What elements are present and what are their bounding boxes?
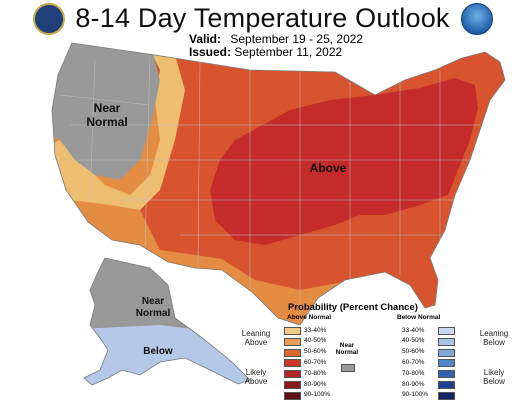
commerce-seal-icon	[33, 3, 65, 35]
label-near-normal-alaska: Near Normal	[128, 296, 178, 320]
valid-value: September 19 - 25, 2022	[230, 32, 364, 46]
legend-below-range-2: 50-60%	[402, 348, 425, 356]
region-above-60-70	[210, 78, 478, 245]
legend-above-header: Above Normal	[287, 314, 332, 321]
page-title: 8-14 Day Temperature Outlook	[75, 3, 450, 33]
legend-below-range-0: 33-40%	[402, 326, 425, 334]
legend-above-swatch-0	[284, 327, 301, 335]
legend-above-range-1: 40-50%	[304, 337, 327, 345]
region-above-33-40	[52, 50, 185, 210]
legend-above-range-2: 50-60%	[304, 348, 327, 356]
legend-below-swatch-0	[438, 327, 455, 335]
legend-below-swatch-6	[438, 391, 455, 400]
legend-leaning-above: Leaning Above	[236, 329, 276, 347]
legend-title: Probability (Percent Chance)	[288, 302, 418, 313]
valid-label: Valid:	[189, 32, 222, 46]
legend-below-swatch-5	[438, 381, 455, 389]
legend: Probability (Percent Chance) Above Norma…	[232, 302, 524, 404]
issued-label: Issued:	[189, 45, 232, 59]
legend-above-range-0: 33-40%	[304, 326, 327, 334]
label-near-normal-west: Near Normal	[82, 101, 132, 129]
legend-likely-above-text: Likely Above	[244, 368, 268, 386]
legend-leaning-above-text: Leaning Above	[241, 329, 271, 347]
label-near-normal-west-text: Near Normal	[86, 101, 128, 129]
legend-below-header: Below Normal	[397, 314, 441, 321]
label-below-alaska: Below	[143, 346, 173, 357]
legend-below-range-5: 80-90%	[402, 380, 425, 388]
legend-above-swatch-1	[284, 337, 301, 346]
legend-near-normal-label: Near Normal	[332, 342, 362, 356]
state-boundaries	[59, 54, 480, 320]
legend-below-swatch-4	[438, 370, 455, 379]
region-near-normal-west	[52, 43, 160, 180]
legend-above-swatch-5	[284, 381, 301, 389]
label-above: Above	[309, 161, 347, 175]
label-near-normal-alaska-text: Near Normal	[135, 296, 171, 319]
legend-leaning-below: Leaning Below	[474, 329, 514, 347]
noaa-logo-icon	[461, 3, 493, 35]
legend-near-normal-swatch	[341, 364, 355, 372]
legend-below-range-6: 90-100%	[402, 391, 429, 399]
legend-above-range-5: 80-90%	[304, 380, 327, 388]
legend-near-normal-text: Near Normal	[335, 342, 359, 356]
legend-above-range-3: 60-70%	[304, 358, 327, 366]
legend-below-range-1: 40-50%	[402, 337, 425, 345]
subtitle-block: Valid: September 19 - 25, 2022 Issued: S…	[189, 33, 363, 59]
issued-value: September 11, 2022	[234, 45, 343, 59]
legend-below-range-4: 70-80%	[402, 369, 425, 377]
legend-below-swatch-1	[438, 337, 455, 346]
legend-above-range-6: 90-100%	[304, 391, 331, 399]
legend-likely-below: Likely Below	[474, 368, 514, 386]
legend-below-swatch-2	[438, 348, 455, 357]
legend-above-swatch-6	[284, 391, 301, 400]
conus-outline	[51, 42, 506, 326]
legend-above-swatch-2	[284, 348, 301, 357]
legend-above-swatch-4	[284, 370, 301, 379]
legend-below-range-3: 60-70%	[402, 358, 425, 366]
alaska-outline	[83, 257, 251, 386]
legend-likely-below-text: Likely Below	[483, 368, 505, 386]
legend-above-range-4: 70-80%	[304, 369, 327, 377]
legend-below-swatch-3	[438, 359, 455, 368]
legend-above-swatch-3	[284, 359, 301, 368]
legend-likely-above: Likely Above	[236, 368, 276, 386]
legend-leaning-below-text: Leaning Below	[479, 329, 509, 347]
